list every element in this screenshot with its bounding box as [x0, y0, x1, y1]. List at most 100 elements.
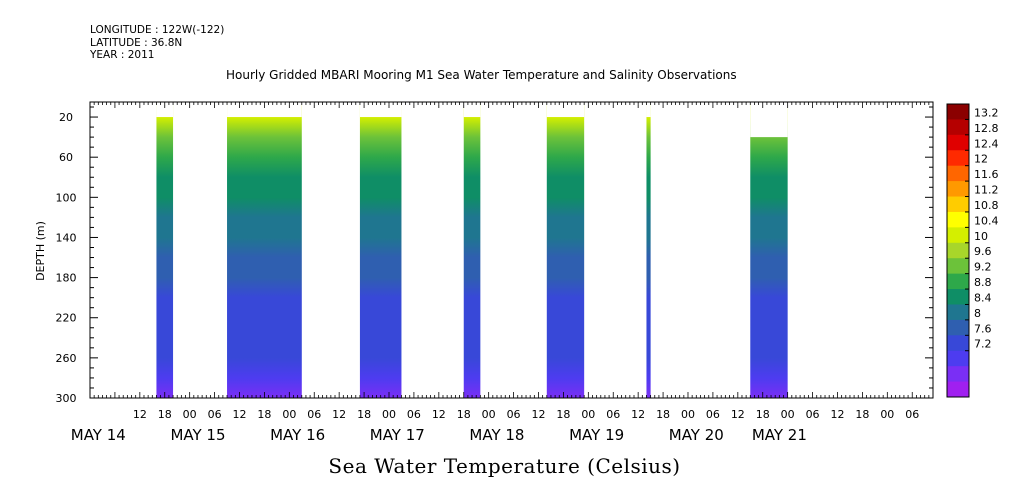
- longitude-label: LONGITUDE : 122W(-122): [90, 24, 225, 36]
- colorbar-swatch: [947, 165, 969, 182]
- x-tick-label: 00: [282, 408, 296, 421]
- x-tick-label: 18: [656, 408, 670, 421]
- y-tick-label: 100: [56, 191, 77, 204]
- x-tick-label: 00: [482, 408, 496, 421]
- colorbar-label: 12.4: [974, 137, 999, 150]
- x-tick-label: 00: [880, 408, 894, 421]
- colorbar-swatch: [947, 258, 969, 275]
- x-day-label: MAY 21: [752, 426, 807, 444]
- x-tick-label: 18: [158, 408, 172, 421]
- x-tick-label: 18: [257, 408, 271, 421]
- no-data-mask: [156, 102, 174, 118]
- y-tick-label: 180: [56, 272, 77, 285]
- no-data-mask: [227, 102, 302, 118]
- colorbar: 13.2 12.8 12.4 12 11.6 11.2 10.8 10.4 10 9.6 9.2 8.…: [946, 103, 999, 398]
- x-tick-label: 12: [731, 408, 745, 421]
- colorbar-label: 8.4: [974, 291, 992, 304]
- colorbar-label: 11.2: [974, 184, 999, 197]
- data-block-2: [227, 102, 302, 398]
- no-data-mask: [463, 102, 481, 118]
- colorbar-label: 13.2: [974, 106, 999, 119]
- colorbar-label: 10.8: [974, 199, 999, 212]
- colorbar-swatch: [947, 319, 969, 336]
- y-axis-label: DEPTH (m): [34, 221, 47, 281]
- colorbar-swatch: [947, 242, 969, 259]
- x-tick-label: 00: [382, 408, 396, 421]
- colorbar-swatch: [947, 381, 969, 398]
- x-tick-label: 12: [830, 408, 844, 421]
- plot-frame: [89, 101, 934, 399]
- y-tick-label: 140: [56, 231, 77, 244]
- no-data-mask: [359, 102, 402, 118]
- y-tick-label: 220: [56, 312, 77, 325]
- x-tick-label: 18: [855, 408, 869, 421]
- no-data-mask: [646, 102, 651, 118]
- x-tick-label: 00: [581, 408, 595, 421]
- colorbar-border: [946, 103, 970, 398]
- plot-border: [89, 101, 934, 399]
- data-blocks: [156, 102, 788, 398]
- colorbar-swatch: [947, 150, 969, 167]
- no-data-mask: [750, 102, 788, 138]
- colorbar-swatch: [947, 211, 969, 228]
- data-block-1: [156, 102, 174, 398]
- colorbar-label: 12: [974, 153, 988, 166]
- y-tick-label: 260: [56, 352, 77, 365]
- y-axis: 20 60 100 140 180 220 260 300: [56, 106, 933, 405]
- data-block-3: [359, 102, 402, 398]
- x-day-label: MAY 14: [71, 426, 126, 444]
- data-block-4: [463, 102, 481, 398]
- x-tick-label: 06: [606, 408, 620, 421]
- x-day-label: MAY 20: [669, 426, 724, 444]
- x-tick-label: 18: [556, 408, 570, 421]
- x-axis-title: Sea Water Temperature (Celsius): [328, 454, 681, 478]
- colorbar-label: 9.6: [974, 245, 992, 258]
- x-tick-label: 06: [507, 408, 521, 421]
- colorbar-label: 8.8: [974, 276, 992, 289]
- colorbar-swatch: [947, 196, 969, 213]
- x-tick-label: 12: [432, 408, 446, 421]
- x-tick-label: 06: [905, 408, 919, 421]
- x-day-label: MAY 18: [469, 426, 524, 444]
- colorbar-swatch: [947, 227, 969, 244]
- x-tick-label: 12: [631, 408, 645, 421]
- chart-title: Hourly Gridded MBARI Mooring M1 Sea Wate…: [226, 68, 737, 82]
- colorbar-swatch: [947, 289, 969, 305]
- colorbar-swatch: [947, 104, 969, 120]
- x-day-label: MAY 17: [370, 426, 425, 444]
- no-data-mask: [546, 102, 585, 118]
- colorbar-swatch: [947, 335, 969, 352]
- colorbar-swatch: [947, 366, 969, 383]
- metadata-block: LONGITUDE : 122W(-122) LATITUDE : 36.8N …: [90, 24, 224, 62]
- colorbar-label: 10: [974, 230, 988, 243]
- colorbar-label: 11.6: [974, 168, 999, 181]
- x-tick-label: 06: [806, 408, 820, 421]
- y-tick-label: 20: [59, 111, 73, 124]
- x-day-label: MAY 15: [170, 426, 225, 444]
- x-day-label: MAY 19: [569, 426, 624, 444]
- year-label: YEAR : 2011: [90, 49, 155, 61]
- y-tick-label: 60: [59, 151, 73, 164]
- x-tick-label: 12: [332, 408, 346, 421]
- colorbar-swatch: [947, 350, 969, 367]
- latitude-label: LATITUDE : 36.8N: [90, 36, 183, 49]
- x-tick-label: 06: [208, 408, 222, 421]
- colorbar-swatch: [947, 273, 969, 290]
- x-tick-label: 12: [133, 408, 147, 421]
- x-tick-label: 18: [756, 408, 770, 421]
- x-tick-label: 12: [531, 408, 545, 421]
- colorbar-swatch: [947, 119, 969, 136]
- colorbar-label: 7.6: [974, 322, 992, 335]
- x-tick-label: 00: [781, 408, 795, 421]
- x-tick-label: 00: [681, 408, 695, 421]
- colorbar-label: 8: [974, 307, 981, 320]
- x-tick-label: 18: [357, 408, 371, 421]
- y-tick-label: 300: [56, 392, 77, 405]
- x-axis: 12 18 00 06 12 18 00 06 12 18 00 06 12 18 00 06 12 18 00 06…: [71, 102, 934, 444]
- data-block-5: [546, 102, 585, 398]
- x-tick-label: 06: [307, 408, 321, 421]
- colorbar-swatch: [947, 134, 969, 151]
- x-tick-label: 00: [183, 408, 197, 421]
- x-tick-label: 06: [407, 408, 421, 421]
